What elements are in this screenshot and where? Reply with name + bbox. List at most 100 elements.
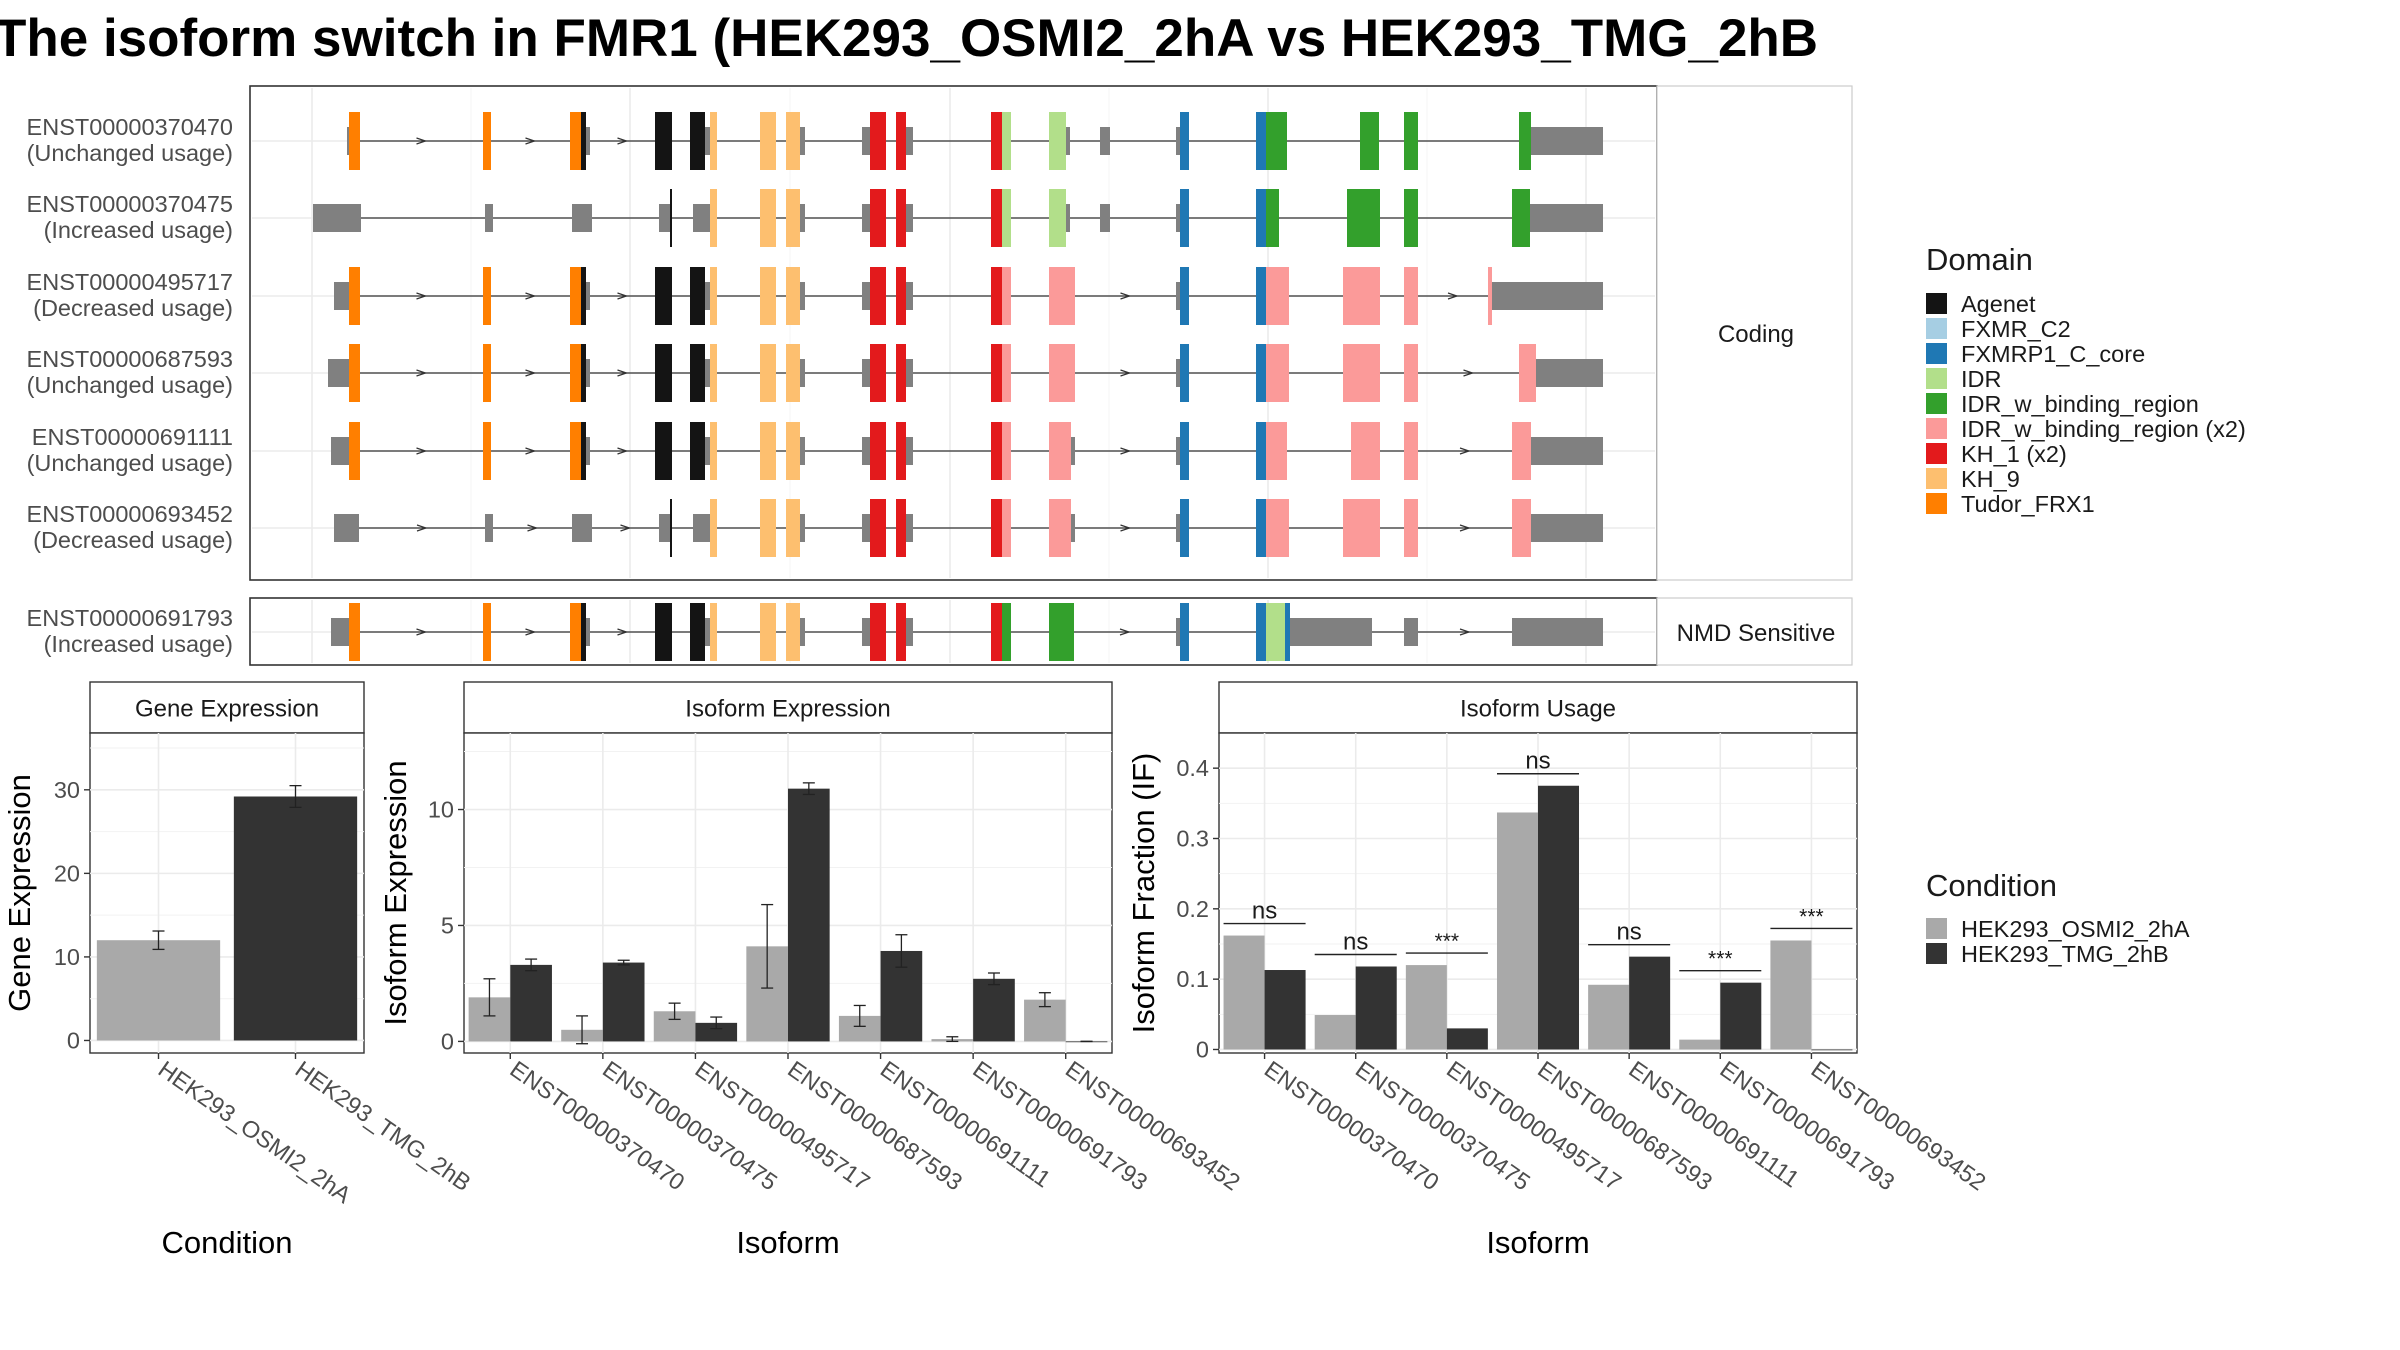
- chart-title: Isoform Usage: [1460, 696, 1616, 723]
- domain-exon: [1002, 603, 1011, 661]
- bar: [96, 940, 221, 1041]
- domain-exon: [655, 422, 672, 480]
- transcript-id-label: ENST00000691111: [32, 424, 233, 450]
- domain-exon: [1002, 267, 1011, 325]
- domain-exon: [710, 603, 717, 661]
- domain-exon: [1266, 267, 1289, 325]
- y-tick-label: 0.2: [1176, 896, 1209, 922]
- domain-exon: [1343, 267, 1380, 325]
- noncoding-exon: [1071, 437, 1075, 465]
- intron-arrow: [416, 628, 428, 636]
- domain-exon: [349, 344, 360, 402]
- noncoding-exon: [862, 127, 870, 155]
- coding-panel-frame: [249, 85, 1658, 581]
- x-axis-title: Condition: [162, 1225, 293, 1260]
- noncoding-exon: [1530, 204, 1603, 232]
- domain-legend-label: FXMR_C2: [1961, 316, 2071, 342]
- intron-arrow: [525, 369, 537, 377]
- x-tick-label: ENST00000370475: [598, 1056, 782, 1196]
- intron-arrow: [525, 292, 537, 300]
- domain-exon: [896, 189, 906, 247]
- noncoding-exon: [1071, 514, 1075, 542]
- domain-exon: [1049, 603, 1074, 661]
- nmd-strip-label: NMD Sensitive: [1677, 620, 1836, 647]
- domain-exon: [1180, 112, 1189, 170]
- transcript-track-ENST00000691793: [331, 603, 1603, 661]
- domain-exon: [710, 422, 717, 480]
- nmd-strip: [1656, 597, 1853, 666]
- intron-arrow: [617, 447, 629, 455]
- domain-exon: [1404, 422, 1418, 480]
- domain-exon: [896, 499, 906, 557]
- condition-legend-swatch: [1926, 918, 1947, 939]
- intron-arrow: [1119, 628, 1131, 636]
- noncoding-exon: [1176, 618, 1180, 646]
- domain-exon: [1519, 112, 1531, 170]
- intron-arrow: [617, 628, 629, 636]
- domain-exon: [1256, 189, 1266, 247]
- noncoding-exon: [906, 514, 913, 542]
- noncoding-exon: [572, 514, 592, 542]
- domain-exon: [570, 267, 581, 325]
- bar: [602, 962, 645, 1042]
- domain-exon: [870, 603, 886, 661]
- domain-exon: [1488, 267, 1492, 325]
- domain-exon: [1002, 189, 1011, 247]
- noncoding-exon: [1492, 282, 1603, 310]
- noncoding-exon: [705, 127, 710, 155]
- noncoding-exon: [800, 359, 805, 387]
- transcript-usage-label: (Increased usage): [44, 631, 233, 657]
- bar: [1496, 812, 1538, 1050]
- noncoding-exon: [331, 618, 349, 646]
- domain-exon: [1180, 499, 1189, 557]
- intron-arrow: [525, 628, 537, 636]
- transcript-id-label: ENST00000495717: [27, 269, 233, 295]
- y-tick-label: 30: [54, 777, 80, 803]
- domain-exon: [896, 112, 906, 170]
- domain-exon: [581, 112, 586, 170]
- y-tick-label: 0: [67, 1027, 80, 1053]
- transcript-id-label: ENST00000693452: [27, 501, 233, 527]
- noncoding-exon: [800, 514, 805, 542]
- domain-exon: [1351, 422, 1380, 480]
- domain-exon: [1256, 422, 1266, 480]
- intron-arrow: [1459, 628, 1471, 636]
- domain-exon: [483, 112, 491, 170]
- domain-exon: [570, 112, 581, 170]
- transcript-track-ENST00000370470: [347, 112, 1603, 170]
- noncoding-exon: [705, 437, 710, 465]
- domain-exon: [483, 344, 491, 402]
- noncoding-exon: [1176, 127, 1180, 155]
- domain-exon: [1404, 189, 1418, 247]
- bar: [1446, 1028, 1488, 1050]
- bar: [788, 788, 830, 1042]
- domain-exon: [349, 267, 360, 325]
- domain-exon: [760, 603, 776, 661]
- domain-exon: [1343, 344, 1380, 402]
- intron-arrow: [1459, 447, 1471, 455]
- noncoding-exon: [705, 359, 710, 387]
- noncoding-exon: [1176, 437, 1180, 465]
- y-axis-title: Isoform Expression: [378, 760, 413, 1025]
- noncoding-exon: [313, 204, 361, 232]
- domain-exon: [710, 499, 717, 557]
- bar: [1679, 1039, 1721, 1050]
- transcript-usage-label: (Unchanged usage): [27, 140, 233, 166]
- domain-exon: [1049, 422, 1071, 480]
- domain-legend-swatch: [1926, 318, 1947, 339]
- noncoding-exon: [800, 127, 805, 155]
- domain-exon: [786, 189, 800, 247]
- domain-legend-swatch: [1926, 493, 1947, 514]
- intron-arrow: [617, 137, 629, 145]
- domain-exon: [570, 422, 581, 480]
- noncoding-exon: [705, 282, 710, 310]
- x-tick-label: ENST00000693452: [1061, 1056, 1245, 1196]
- intron-arrow: [617, 292, 629, 300]
- intron-arrow: [416, 524, 428, 532]
- noncoding-exon: [862, 282, 870, 310]
- noncoding-exon: [1290, 618, 1372, 646]
- bar: [973, 978, 1015, 1042]
- y-tick-label: 5: [441, 912, 454, 938]
- intron-arrow: [1447, 292, 1459, 300]
- transcript-id-label: ENST00000691793: [27, 605, 233, 631]
